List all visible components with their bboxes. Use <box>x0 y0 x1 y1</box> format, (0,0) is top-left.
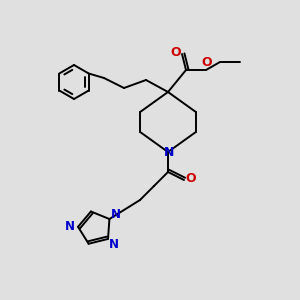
Text: N: N <box>109 238 119 250</box>
Text: O: O <box>171 46 181 59</box>
Text: N: N <box>65 220 75 233</box>
Text: N: N <box>111 208 121 221</box>
Text: O: O <box>186 172 196 185</box>
Text: O: O <box>202 56 212 70</box>
Text: N: N <box>164 146 174 160</box>
